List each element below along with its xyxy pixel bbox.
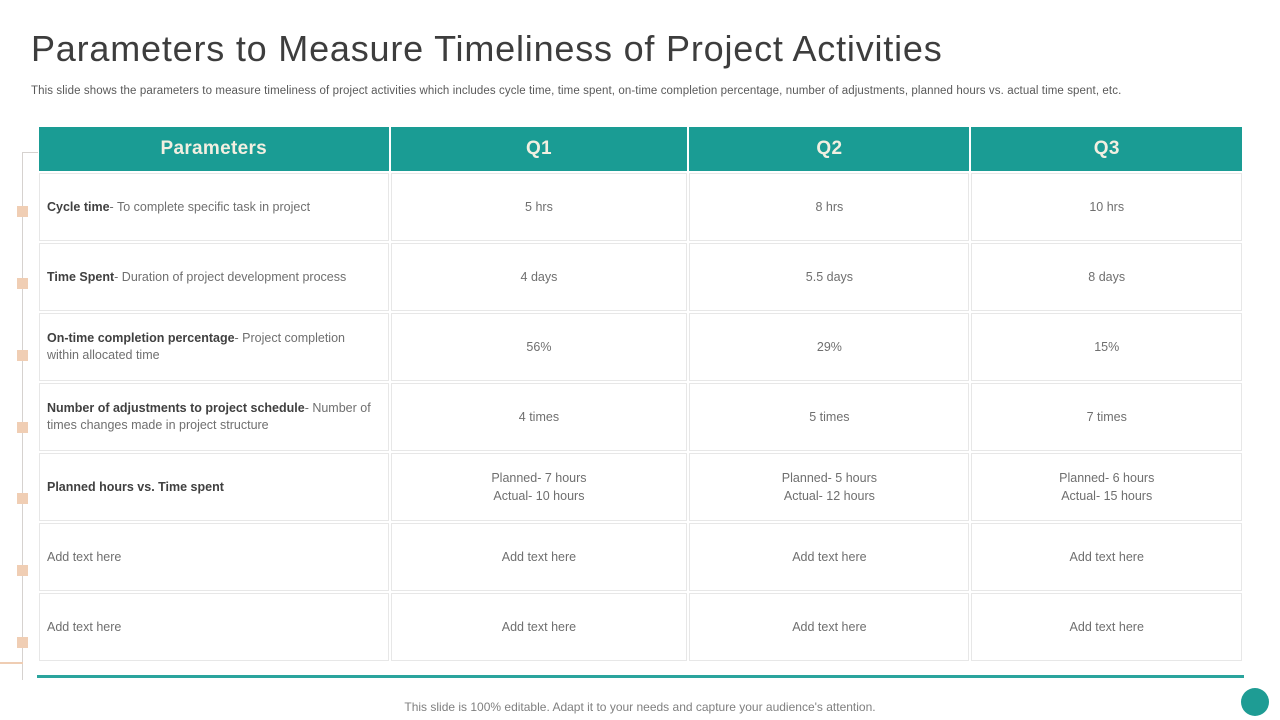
param-cell-planned-vs-spent: Planned hours vs. Time spent (39, 453, 389, 521)
table-header-row: Parameters Q1 Q2 Q3 (39, 127, 1242, 171)
value-cell-q1: 56% (390, 313, 688, 381)
table-row: Cycle time- To complete specific task in… (39, 173, 1242, 241)
value-cell-q2: 8 hrs (689, 173, 970, 241)
placeholder-text: Add text here (47, 619, 122, 634)
value-cell-q3: Planned- 6 hours Actual- 15 hours (971, 453, 1242, 521)
placeholder-cell[interactable]: Add text here (39, 593, 389, 661)
accent-circle (1241, 688, 1269, 716)
param-cell-time-spent: Time Spent- Duration of project developm… (39, 243, 389, 311)
editable-note: This slide is 100% editable. Adapt it to… (404, 700, 876, 714)
placeholder-cell[interactable]: Add text here (390, 523, 688, 591)
placeholder-cell[interactable]: Add text here (39, 523, 389, 591)
placeholder-cell[interactable]: Add text here (689, 593, 970, 661)
value-cell-q2: 5.5 days (689, 243, 970, 311)
table-row: Add text here Add text here Add text her… (39, 523, 1242, 591)
decor-peach-line (0, 662, 23, 664)
value-cell-q3: 8 days (971, 243, 1242, 311)
parameters-table: Parameters Q1 Q2 Q3 Cycle time- To compl… (37, 125, 1244, 663)
accent-square (17, 278, 28, 289)
table-bottom-accent-line (37, 675, 1244, 678)
value-cell-q1: Planned- 7 hours Actual- 10 hours (390, 453, 688, 521)
table-row: Add text here Add text here Add text her… (39, 593, 1242, 661)
placeholder-cell[interactable]: Add text here (689, 523, 970, 591)
placeholder-cell[interactable]: Add text here (971, 593, 1242, 661)
decor-vertical-line (22, 152, 23, 680)
accent-square (17, 422, 28, 433)
value-cell-q1: 4 days (390, 243, 688, 311)
placeholder-cell[interactable]: Add text here (971, 523, 1242, 591)
slide-subtitle: This slide shows the parameters to measu… (31, 85, 1122, 97)
param-lead: Cycle time (47, 199, 110, 214)
param-lead: Time Spent (47, 269, 115, 284)
param-cell-cycle-time: Cycle time- To complete specific task in… (39, 173, 389, 241)
accent-square (17, 350, 28, 361)
value-cell-q3: 15% (971, 313, 1242, 381)
page-title: Parameters to Measure Timeliness of Proj… (31, 28, 943, 69)
param-rest: - Duration of project development proces… (114, 269, 347, 284)
param-rest: - Project completion within allocated ti… (47, 331, 345, 362)
header-q2: Q2 (689, 127, 970, 171)
param-lead: Planned hours vs. Time spent (47, 479, 224, 494)
value-cell-q2: 29% (689, 313, 970, 381)
header-parameters: Parameters (39, 127, 389, 171)
param-lead: Number of adjustments to project schedul… (47, 401, 305, 416)
param-lead: On-time completion percentage (47, 331, 235, 346)
param-cell-number-of-adjustments: Number of adjustments to project schedul… (39, 383, 389, 451)
table-row: Number of adjustments to project schedul… (39, 383, 1242, 451)
accent-square (17, 206, 28, 217)
table-row: On-time completion percentage- Project c… (39, 313, 1242, 381)
value-cell-q1: 5 hrs (390, 173, 688, 241)
table-row: Planned hours vs. Time spent Planned- 7 … (39, 453, 1242, 521)
header-q1: Q1 (390, 127, 688, 171)
header-q3: Q3 (971, 127, 1242, 171)
value-cell-q2: 5 times (689, 383, 970, 451)
value-cell-q3: 10 hrs (971, 173, 1242, 241)
value-cell-q1: 4 times (390, 383, 688, 451)
param-rest: - Number of times changes made in projec… (47, 401, 371, 432)
decor-line-top-stub (22, 152, 38, 153)
accent-square (17, 637, 28, 648)
placeholder-text: Add text here (47, 549, 122, 564)
param-cell-on-time-completion: On-time completion percentage- Project c… (39, 313, 389, 381)
placeholder-cell[interactable]: Add text here (390, 593, 688, 661)
table-row: Time Spent- Duration of project developm… (39, 243, 1242, 311)
value-cell-q3: 7 times (971, 383, 1242, 451)
value-cell-q2: Planned- 5 hours Actual- 12 hours (689, 453, 970, 521)
param-rest: - To complete specific task in project (109, 199, 311, 214)
accent-square (17, 565, 28, 576)
accent-square (17, 493, 28, 504)
